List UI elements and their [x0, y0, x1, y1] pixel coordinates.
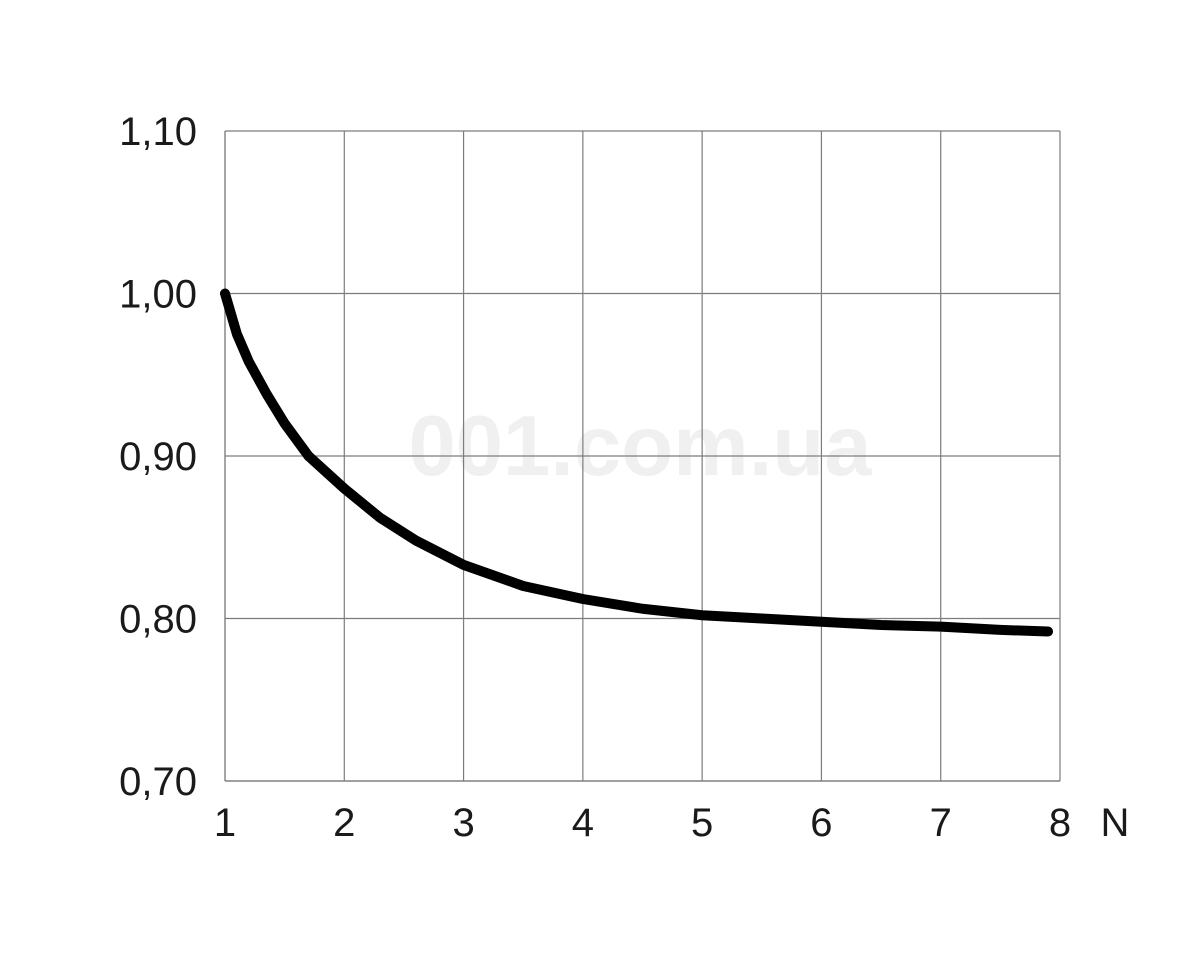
x-tick-label: 5 — [691, 801, 713, 845]
y-tick-label: 1,10 — [119, 110, 197, 154]
y-tick-label: 0,90 — [119, 435, 197, 479]
y-tick-label: 0,70 — [119, 760, 197, 804]
x-tick-label: 2 — [333, 801, 355, 845]
watermark-text: 001.com.ua — [408, 399, 872, 494]
y-tick-label: 0,80 — [119, 598, 197, 642]
line-chart: 001.com.ua 0,70 0,80 0,90 1,00 1,10 1 2 3 4 5 6 7 8N — [0, 0, 1200, 960]
x-tick-label: 7 — [930, 801, 952, 845]
x-axis-label: N — [1101, 801, 1130, 845]
x-tick-label: 1 — [214, 801, 236, 845]
x-tick-label: 4 — [572, 801, 594, 845]
x-tick-label: 8 — [1049, 801, 1071, 845]
x-tick-label: 6 — [810, 801, 832, 845]
y-tick-label: 1,00 — [119, 273, 197, 317]
x-tick-label: 3 — [452, 801, 474, 845]
